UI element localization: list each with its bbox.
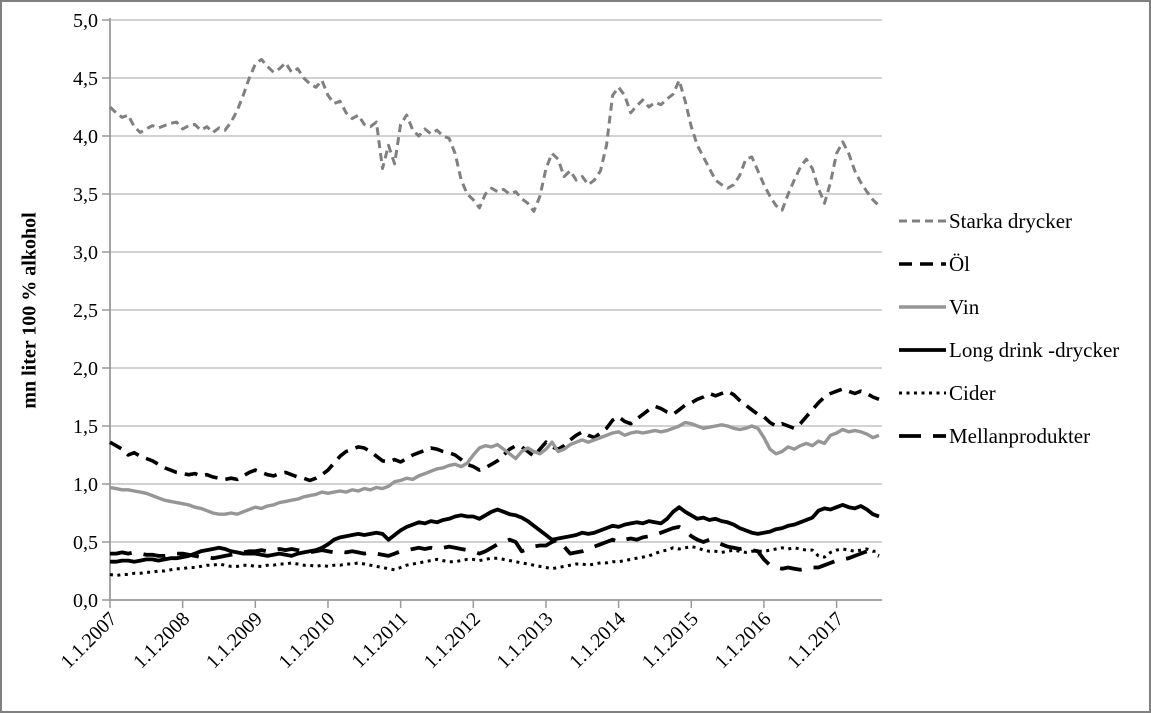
legend-sample-line-icon: [899, 219, 946, 223]
x-tick-label: 1.1.2010: [274, 608, 339, 673]
y-tick-label: 4,0: [73, 126, 98, 148]
legend-item-mellanprodukter: Mellanprodukter: [899, 423, 1119, 448]
x-tick-label: 1.1.2015: [638, 608, 703, 673]
legend-item-vin: Vin: [899, 294, 1119, 319]
legend-item-ol: Öl: [899, 251, 1119, 276]
y-tick-label: 5,0: [73, 10, 98, 32]
y-tick-label: 0,0: [73, 590, 98, 612]
y-tick-label: 0,5: [73, 532, 98, 554]
legend-label: Cider: [949, 380, 996, 405]
series-line-5: [110, 525, 880, 572]
legend-label: Starka drycker: [949, 208, 1073, 233]
x-tick-label: 1.1.2011: [348, 608, 413, 673]
y-tick-label: 2,5: [73, 300, 98, 322]
plot-area: 0,0 0,5 1,0 1,5 2,0 2,5 3,0 3,5 4,0 4,5 5,0 1.1.200…: [56, 10, 882, 673]
legend-label: Vin: [949, 294, 980, 319]
x-tick-label: 1.1.2009: [202, 608, 267, 673]
legend-sample-line-icon: [899, 348, 946, 352]
series-line-1: [109, 387, 880, 483]
y-tick-label: 3,0: [73, 242, 98, 264]
legend: Starka drycker Öl Vin Long drink -drycke…: [899, 208, 1120, 448]
series-line-0: [108, 57, 881, 213]
legend-sample-line-icon: [899, 262, 946, 266]
legend-item-cider: Cider: [899, 380, 1119, 405]
x-tick-label: 1.1.2008: [129, 608, 194, 673]
legend-sample-line-icon: [899, 305, 946, 309]
legend-item-long-drink-drycker: Long drink -drycker: [899, 337, 1120, 362]
legend-label: Long drink -drycker: [949, 337, 1120, 362]
x-tick-label: 1.1.2016: [710, 608, 775, 673]
series-line-2: [109, 420, 880, 516]
legend-label: Mellanprodukter: [949, 423, 1091, 448]
x-tick-label: 1.1.2013: [492, 608, 557, 673]
y-axis-title: mn liter 100 % alkohol: [18, 211, 41, 409]
y-tick-label: 4,5: [73, 68, 98, 90]
x-tick-label: 1.1.2012: [420, 608, 485, 673]
y-axis-title-wrap: mn liter 100 % alkohol: [8, 20, 52, 600]
x-tick-label: 1.1.2017: [783, 608, 848, 673]
legend-sample-line-icon: [899, 434, 946, 438]
y-tick-label: 2,0: [73, 358, 98, 380]
x-tick-label: 1.1.2014: [565, 608, 630, 673]
x-tick-label: 1.1.2007: [56, 608, 121, 673]
legend-item-starka-drycker: Starka drycker: [899, 208, 1119, 233]
series-line-3: [110, 502, 880, 564]
series-line-4: [109, 545, 879, 578]
y-tick-label: 3,5: [73, 184, 98, 206]
y-tick-label: 1,5: [73, 416, 98, 438]
legend-label: Öl: [949, 251, 970, 276]
y-tick-label: 1,0: [73, 474, 98, 496]
legend-sample-line-icon: [899, 391, 946, 395]
